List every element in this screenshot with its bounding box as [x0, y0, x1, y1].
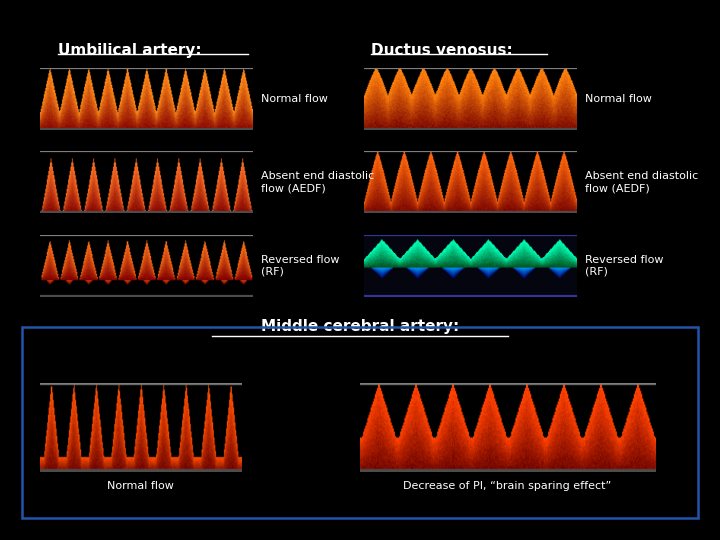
Text: Normal flow: Normal flow	[261, 93, 328, 104]
Text: Absent end diastolic
flow (AEDF): Absent end diastolic flow (AEDF)	[261, 172, 374, 193]
Text: Normal flow: Normal flow	[107, 481, 174, 491]
Text: Absent end diastolic
flow (AEDF): Absent end diastolic flow (AEDF)	[585, 172, 698, 193]
Text: Ductus venosus:: Ductus venosus:	[371, 43, 513, 58]
Text: Reversed flow
(RF): Reversed flow (RF)	[261, 255, 339, 276]
Text: Normal flow: Normal flow	[585, 93, 652, 104]
Text: Reversed flow
(RF): Reversed flow (RF)	[585, 255, 663, 276]
Text: Middle cerebral artery:: Middle cerebral artery:	[261, 319, 459, 334]
Text: Decrease of PI, “brain sparing effect”: Decrease of PI, “brain sparing effect”	[403, 481, 612, 491]
Text: Umbilical artery:: Umbilical artery:	[58, 43, 201, 58]
